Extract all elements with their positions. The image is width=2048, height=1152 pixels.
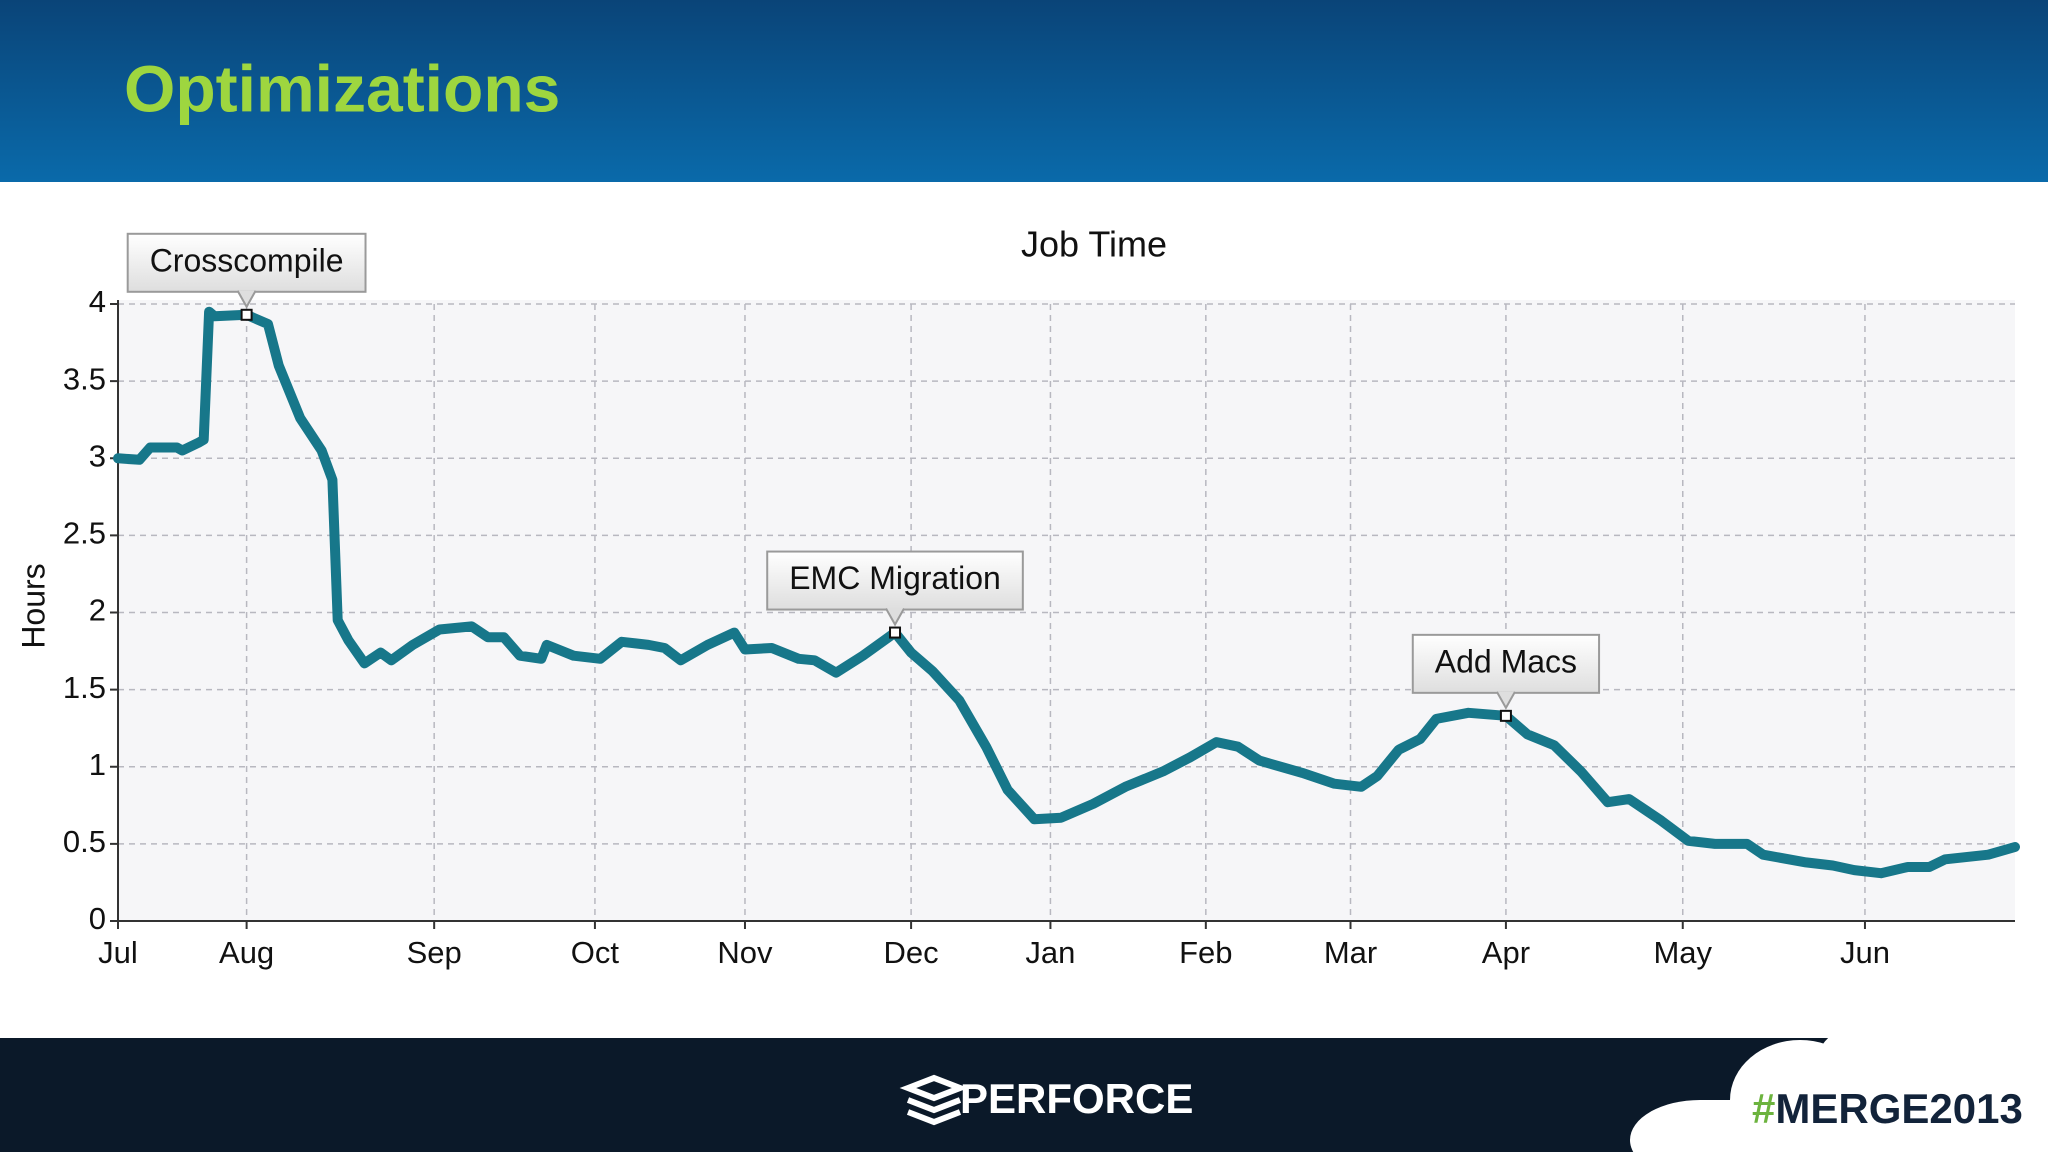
x-tick-label: Jun (1840, 935, 1890, 970)
annotation: Crosscompile (126, 232, 367, 321)
x-tick-label: Feb (1179, 935, 1232, 970)
logo-icon (899, 1074, 969, 1126)
x-tick-label: Jan (1025, 935, 1075, 970)
hashtag-mark: # (1752, 1085, 1775, 1132)
y-tick-label: 0.5 (63, 824, 106, 859)
annotation-text: Add Macs (1435, 643, 1577, 679)
chart-title: Job Time (1021, 224, 1167, 265)
brand-name: PERFORCE (960, 1075, 1193, 1122)
x-tick-label: Dec (884, 935, 939, 970)
y-tick-label: 3 (89, 438, 106, 473)
annotation-pointer (885, 608, 905, 627)
perforce-logo: PERFORCE (899, 1074, 1193, 1126)
annotation-marker (889, 626, 902, 639)
x-tick-label: May (1653, 935, 1712, 970)
annotation-text: Crosscompile (150, 242, 344, 278)
cloud (1630, 1010, 2048, 1152)
y-tick-label: 1 (89, 747, 106, 782)
x-tick-label: Jul (98, 935, 138, 970)
y-tick-label: 4 (89, 284, 106, 319)
y-axis-label: Hours (15, 563, 51, 648)
x-tick-label: Mar (1324, 935, 1377, 970)
x-tick-label: Oct (571, 935, 620, 970)
annotation: EMC Migration (766, 550, 1024, 639)
y-tick-label: 2.5 (63, 516, 106, 551)
annotation-marker (240, 308, 253, 321)
annotation: Add Macs (1411, 633, 1601, 722)
annotation-pointer (236, 290, 257, 309)
cloud-part (1700, 1100, 2048, 1152)
slide-title: Optimizations (124, 51, 560, 125)
annotation-box (1411, 633, 1601, 694)
x-tick-label: Nov (717, 935, 773, 970)
x-tick-label: Aug (219, 935, 274, 970)
annotation-box (126, 232, 367, 293)
y-tick-label: 3.5 (63, 361, 106, 396)
chart: Job Time Hours 0 0.5 1 1.5 2 2.5 3 3.5 4 Jul Aug Se… (15, 224, 2020, 970)
y-tick-label: 0 (89, 901, 106, 936)
hashtag: #MERGE2013 (1752, 1085, 2023, 1132)
annotation-pointer (1496, 691, 1516, 710)
plot-background (118, 300, 2015, 921)
x-tick-label: Apr (1482, 935, 1530, 970)
y-tick-label: 2 (89, 593, 106, 628)
annotation-marker (1499, 709, 1512, 722)
annotation-text: EMC Migration (789, 560, 1001, 596)
hashtag-text: MERGE2013 (1775, 1085, 2022, 1132)
x-tick-label: Sep (407, 935, 462, 970)
annotation-box (766, 550, 1024, 611)
y-tick-label: 1.5 (63, 670, 106, 705)
header-band (0, 0, 2048, 182)
